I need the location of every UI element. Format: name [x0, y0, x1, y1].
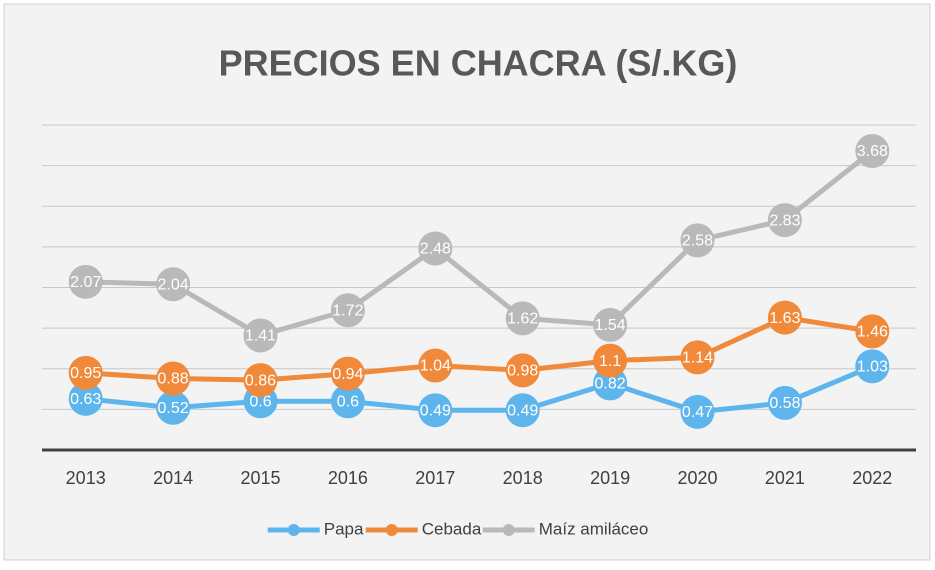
data-label: 0.47 — [682, 404, 713, 421]
data-point — [156, 390, 191, 425]
series-line — [85, 149, 874, 339]
data-label: 1.72 — [332, 302, 363, 319]
data-label: 0.94 — [332, 366, 363, 383]
data-point — [243, 363, 278, 398]
data-point — [68, 381, 103, 416]
legend-label: Cebada — [422, 519, 482, 538]
legend-label: Papa — [324, 519, 364, 538]
data-label: 1.54 — [595, 317, 626, 334]
data-point — [330, 293, 365, 328]
data-label: 0.6 — [249, 393, 271, 410]
x-tick-label: 2021 — [765, 468, 805, 488]
data-point — [418, 348, 453, 383]
data-label: 1.14 — [682, 350, 713, 367]
x-tick-label: 2018 — [503, 468, 543, 488]
legend-marker — [385, 524, 398, 536]
data-label: 2.07 — [70, 274, 101, 291]
data-label: 0.95 — [70, 365, 101, 382]
data-label: 1.41 — [245, 328, 276, 345]
data-label: 1.04 — [420, 358, 451, 375]
x-tick-label: 2019 — [590, 468, 630, 488]
data-label: 0.6 — [337, 393, 359, 410]
data-point — [330, 356, 365, 391]
data-label: 0.98 — [507, 363, 538, 380]
data-point — [243, 318, 278, 353]
data-label: 0.88 — [158, 371, 189, 388]
chart-title: PRECIOS EN CHACRA (S/.KG) — [219, 43, 738, 84]
data-point — [767, 203, 802, 238]
x-tick-label: 2017 — [415, 468, 455, 488]
data-point — [505, 301, 540, 336]
x-tick-label: 2016 — [328, 468, 368, 488]
data-label: 2.58 — [682, 233, 713, 250]
data-point — [68, 355, 103, 390]
data-point — [855, 134, 890, 168]
data-label: 1.46 — [857, 324, 888, 341]
x-tick-label: 2020 — [677, 468, 717, 488]
data-label: 2.48 — [420, 241, 451, 258]
data-label: 0.63 — [70, 391, 101, 408]
x-tick-label: 2022 — [852, 468, 892, 488]
x-tick-label: 2014 — [153, 468, 193, 488]
data-label: 1.1 — [599, 353, 621, 370]
data-point — [593, 343, 628, 378]
legend-marker — [502, 524, 515, 536]
data-point — [330, 384, 365, 419]
data-point — [418, 393, 453, 428]
x-tick-label: 2013 — [66, 468, 106, 488]
data-point — [68, 264, 103, 299]
series-line — [85, 364, 874, 415]
data-point — [156, 267, 191, 302]
data-label: 1.63 — [769, 310, 800, 327]
data-point — [680, 394, 715, 429]
data-label: 2.04 — [158, 276, 189, 293]
data-point — [767, 300, 802, 335]
legend-label: Maíz amiláceo — [539, 519, 649, 538]
data-point — [593, 307, 628, 342]
data-point — [505, 353, 540, 388]
data-point — [418, 231, 453, 266]
data-point — [505, 393, 540, 428]
data-point — [855, 349, 890, 384]
data-point — [680, 340, 715, 375]
data-point — [680, 223, 715, 258]
data-label: 1.03 — [857, 359, 888, 376]
data-label: 1.62 — [507, 311, 538, 328]
data-label: 0.86 — [245, 372, 276, 389]
data-point — [855, 314, 890, 349]
data-point — [156, 361, 191, 396]
data-label: 2.83 — [769, 212, 800, 229]
data-point — [767, 385, 802, 420]
data-label: 0.49 — [420, 402, 451, 419]
legend-marker — [287, 524, 300, 536]
series-line — [85, 314, 873, 383]
data-label: 0.58 — [769, 395, 800, 412]
data-label: 0.49 — [507, 402, 538, 419]
data-label: 0.52 — [158, 400, 189, 417]
data-label: 0.82 — [595, 376, 626, 393]
x-tick-label: 2015 — [240, 468, 280, 488]
data-label: 3.68 — [857, 143, 888, 160]
